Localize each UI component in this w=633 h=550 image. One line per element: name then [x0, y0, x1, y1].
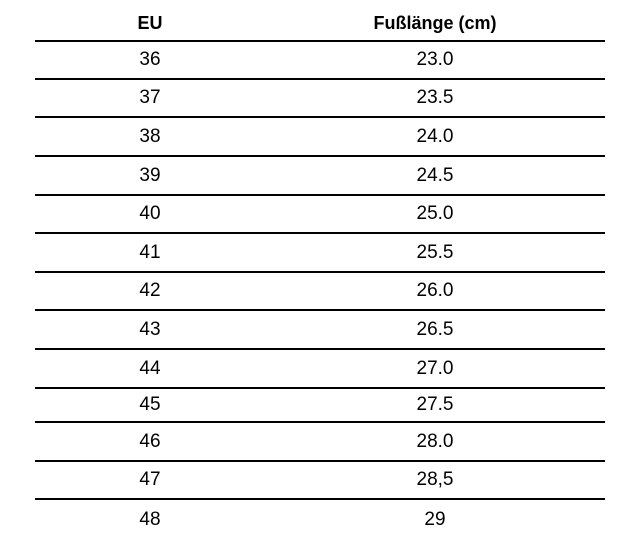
- table-row: 45 27.5: [35, 389, 605, 423]
- table-cell: 24.0: [416, 125, 454, 147]
- header-cell: EU: [137, 12, 163, 33]
- table-cell: 47: [139, 469, 161, 490]
- table-cell: 42: [139, 280, 161, 301]
- table-cell: 27.5: [416, 394, 454, 415]
- table-row: 36 23.0: [35, 42, 605, 80]
- table-cell: 29: [424, 509, 446, 530]
- table-cell: 37: [139, 87, 161, 108]
- table-row: 42 26.0: [35, 273, 605, 311]
- table-cell: 28.0: [416, 430, 454, 452]
- table-cell: 41: [139, 241, 161, 263]
- table-row: 43 26.5: [35, 311, 605, 350]
- table-row: 41 25.5: [35, 234, 605, 273]
- table-row: 44 27.0: [35, 350, 605, 389]
- table-cell: 26.5: [416, 318, 454, 340]
- table-cell: 48: [139, 509, 161, 530]
- table-row: 37 23.5: [35, 80, 605, 118]
- table-cell: 40: [139, 203, 161, 224]
- header-row: EU Fußlänge (cm): [35, 6, 605, 42]
- header-cell: Fußlänge (cm): [373, 12, 497, 33]
- table-cell: 25.5: [416, 241, 454, 263]
- table-row: 39 24.5: [35, 157, 605, 196]
- table-cell: 28,5: [416, 469, 454, 490]
- table-cell: 23.0: [416, 49, 454, 70]
- table-row: 47 28,5: [35, 462, 605, 500]
- table-cell: 26.0: [416, 280, 454, 301]
- table-cell: 24.5: [416, 164, 454, 186]
- table-cell: 39: [139, 164, 161, 186]
- table-cell: 23.5: [416, 87, 454, 108]
- table-cell: 25.0: [416, 203, 454, 224]
- table-cell: 27.0: [416, 357, 454, 379]
- size-table: EU Fußlänge (cm) 36 23.0 37 23.5 38 24.0 39 24.5 4…: [35, 0, 605, 550]
- table-row: 48 29: [35, 500, 605, 540]
- table-cell: 36: [139, 49, 161, 70]
- table-row: 40 25.0: [35, 196, 605, 234]
- table-cell: 38: [139, 125, 161, 147]
- table-row: 38 24.0: [35, 118, 605, 157]
- table-cell: 44: [139, 357, 161, 379]
- table-row: 46 28.0: [35, 423, 605, 462]
- table-cell: 43: [139, 318, 161, 340]
- table-cell: 45: [139, 394, 161, 415]
- table-cell: 46: [139, 430, 161, 452]
